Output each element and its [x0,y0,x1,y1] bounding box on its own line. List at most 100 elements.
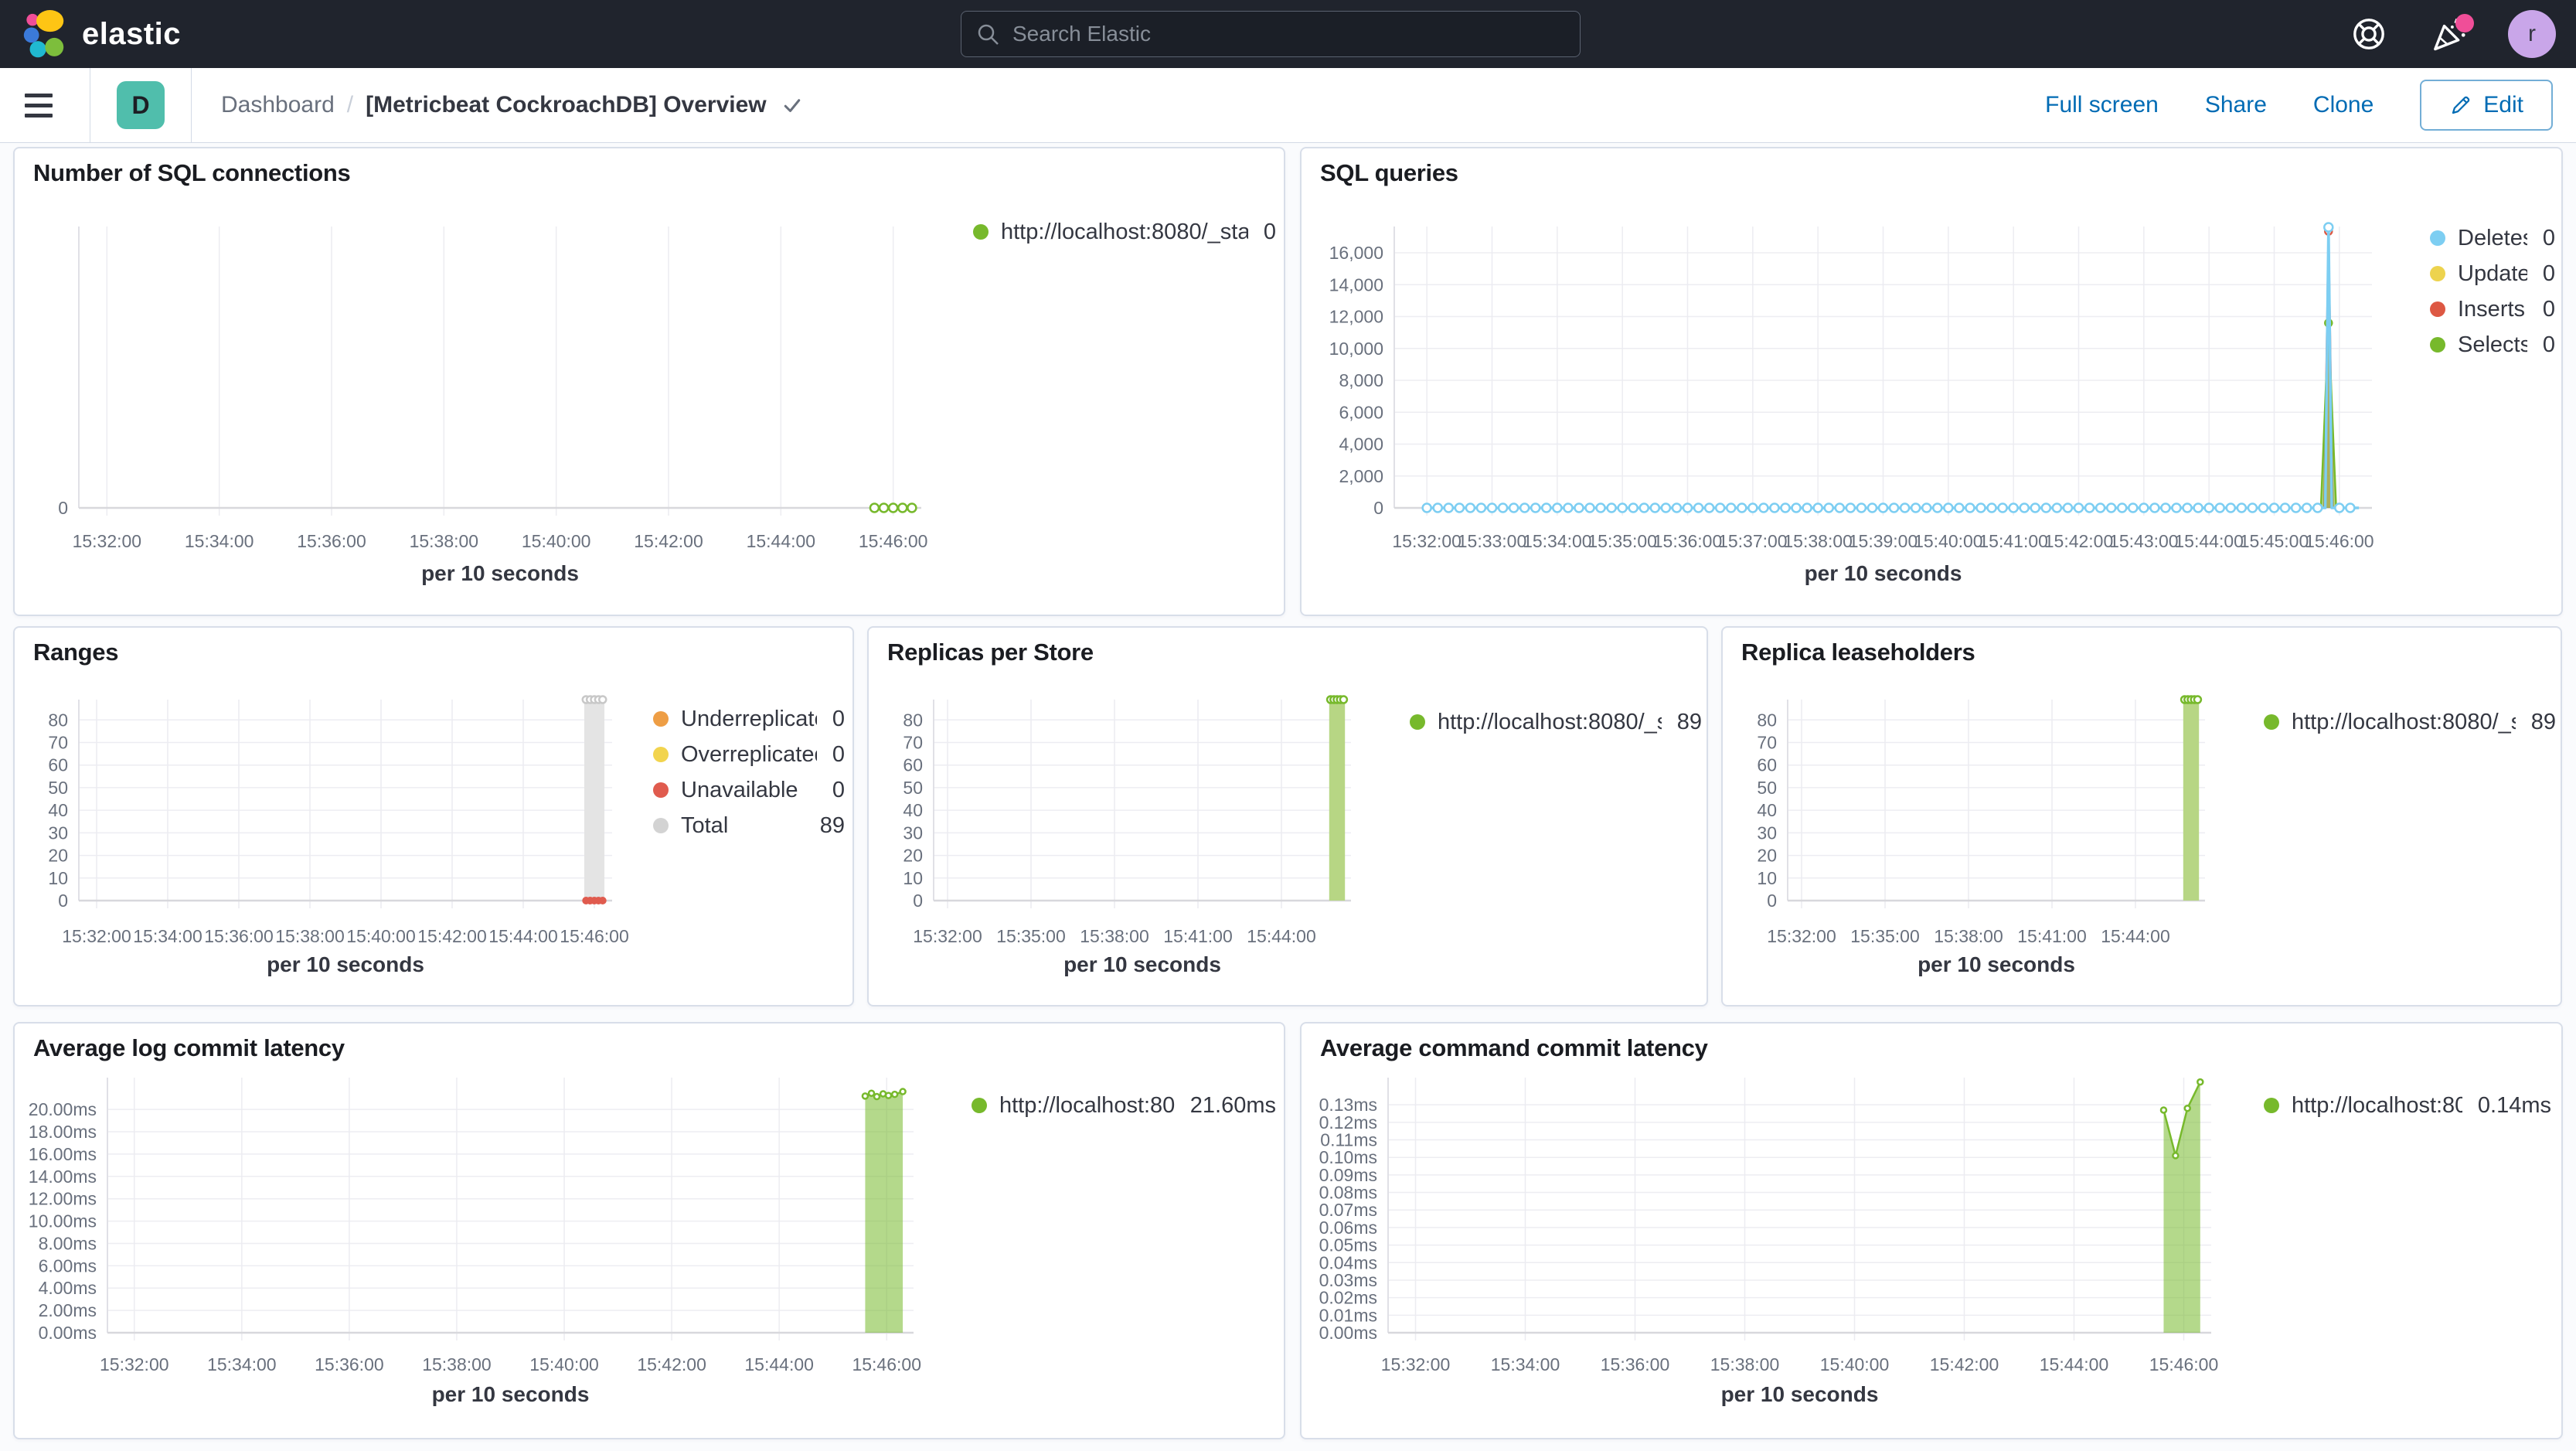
title-check-icon[interactable] [781,94,804,117]
svg-text:15:44:00: 15:44:00 [2040,1354,2109,1374]
legend-item[interactable]: Overreplicated 0 [653,742,845,767]
legend-label: Inserts [2458,296,2526,322]
legend-item[interactable]: Total 89 [653,813,845,838]
panel-average-log-commit-latency: 0.00ms 2.00ms 4.00ms 6.00ms 8.00ms 10.00ms 12.… [13,1022,1285,1439]
share-button[interactable]: Share [2204,92,2267,118]
breadcrumb-separator: / [346,92,354,118]
legend-label: Unavailable [681,777,798,802]
topbar-actions: r [2347,0,2556,68]
legend-item[interactable]: Deletes 0 [2430,226,2555,250]
legend-value: 0.14ms [2477,1092,2551,1118]
svg-text:0.09ms: 0.09ms [1319,1165,1377,1185]
svg-text:0: 0 [58,498,68,518]
legend-label: Overreplicated [681,741,817,767]
panel-number-of-sql-connections: 0 15:32:00 15:34:00 15:36:00 15:38:00 15:40:0… [13,147,1285,616]
svg-text:70: 70 [1757,733,1777,753]
legend-item[interactable]: Selects 0 [2430,332,2555,357]
svg-text:15:46:00: 15:46:00 [852,1354,921,1374]
svg-text:40: 40 [903,800,923,820]
legend-label: http://localhost:8080/_stat... [1001,219,1248,244]
svg-text:0.04ms: 0.04ms [1319,1252,1377,1272]
svg-text:15:32:00: 15:32:00 [913,926,982,946]
panel-sql-queries: 0 2,000 4,000 6,000 8,000 10,000 12,000 14,000 1… [1300,147,2563,616]
space-avatar[interactable]: D [117,81,165,129]
svg-text:20: 20 [903,846,923,866]
user-avatar[interactable]: r [2508,10,2556,58]
legend-dot [653,711,669,727]
number-of-sql-connections-chart: 015:32:00 15:34:00 15:36:00 15:38:00 15:40:0… [58,227,928,551]
legend-value: 0 [2542,261,2555,286]
legend-item[interactable]: Updates 0 [2430,261,2555,286]
full-screen-button[interactable]: Full screen [2045,92,2159,118]
menu-button[interactable] [25,83,68,127]
svg-text:15:39:00: 15:39:00 [1849,531,1918,551]
legend-item[interactable]: Inserts 0 [2430,297,2555,322]
chart-legend: http://localhost:8080/_stat... 0 [973,220,1276,244]
legend-label: Selects [2458,332,2527,357]
average-command-commit-latency-chart: 0.00ms0.01ms0.02ms0.03ms0.04ms0.05ms0.06… [1319,1078,2219,1374]
svg-text:0.01ms: 0.01ms [1319,1305,1377,1325]
svg-text:15:46:00: 15:46:00 [2149,1354,2219,1374]
svg-text:15:46:00: 15:46:00 [2305,531,2374,551]
svg-text:0: 0 [58,891,68,911]
svg-text:50: 50 [48,778,68,798]
help-button[interactable] [2347,12,2391,56]
svg-text:15:43:00: 15:43:00 [2109,531,2179,551]
svg-text:15:46:00: 15:46:00 [859,531,928,551]
elastic-logo[interactable]: elastic [0,10,181,58]
panel-average-command-commit-latency: 0.00ms 0.01ms 0.02ms 0.03ms 0.04ms 0.05ms 0.06… [1300,1022,2563,1439]
svg-text:10: 10 [48,868,68,888]
legend-label: Deletes [2458,225,2527,250]
svg-text:15:36:00: 15:36:00 [315,1354,384,1374]
svg-text:15:36:00: 15:36:00 [1653,531,1723,551]
news-feed-button[interactable] [2428,12,2474,56]
legend-label: http://localhost:8080/_sta... [1438,709,1662,734]
svg-text:15:44:00: 15:44:00 [2101,926,2170,946]
legend-dot [653,782,669,798]
breadcrumb: Dashboard / [Metricbeat CockroachDB] Ove… [221,92,804,118]
legend-value: 0 [832,706,845,731]
svg-text:0: 0 [1767,891,1777,911]
legend-item[interactable]: http://localhost:8080/_sta... 89 [1410,710,1702,734]
svg-text:0: 0 [1373,498,1383,518]
svg-text:15:42:00: 15:42:00 [634,531,703,551]
svg-text:10,000: 10,000 [1329,339,1383,359]
edit-button[interactable]: Edit [2420,80,2553,131]
chart-legend: http://localhost:808... 21.60ms [972,1093,1276,1118]
chart-legend: Underreplicated 0 Overreplicated 0 Unava… [653,707,845,838]
svg-text:70: 70 [48,733,68,753]
svg-text:15:35:00: 15:35:00 [996,926,1066,946]
legend-item[interactable]: http://localhost:8080/_stat... 0 [973,220,1276,244]
panel-ranges: 0 10 20 30 40 50 60 70 80 15:32:00 15:34:00 15:36:0… [13,626,854,1007]
svg-text:60: 60 [48,755,68,775]
svg-text:15:32:00: 15:32:00 [100,1354,169,1374]
svg-text:15:38:00: 15:38:00 [410,531,479,551]
svg-text:0.07ms: 0.07ms [1319,1200,1377,1220]
x-axis-title: per 10 seconds [421,561,579,585]
svg-text:80: 80 [1757,710,1777,730]
svg-text:15:46:00: 15:46:00 [560,926,629,946]
svg-text:15:34:00: 15:34:00 [185,531,254,551]
legend-item[interactable]: http://localhost:808... 21.60ms [972,1093,1276,1118]
svg-text:15:42:00: 15:42:00 [417,926,487,946]
svg-text:40: 40 [1757,800,1777,820]
svg-text:15:32:00: 15:32:00 [1392,531,1462,551]
divider [191,67,192,143]
svg-text:15:34:00: 15:34:00 [1491,1354,1560,1374]
legend-item[interactable]: http://localhost:8080/_sta... 89 [2264,710,2556,734]
avatar-letter: r [2528,21,2536,46]
svg-text:60: 60 [1757,755,1777,775]
legend-item[interactable]: http://localhost:8080... 0.14ms [2264,1093,2551,1118]
legend-value: 0 [832,777,845,802]
legend-value: 89 [819,812,845,838]
breadcrumb-dashboard-link[interactable]: Dashboard [221,92,335,118]
legend-item[interactable]: Underreplicated 0 [653,707,845,731]
svg-text:4.00ms: 4.00ms [39,1278,97,1298]
svg-text:15:41:00: 15:41:00 [2017,926,2087,946]
clone-button[interactable]: Clone [2312,92,2374,118]
svg-text:15:33:00: 15:33:00 [1458,531,1527,551]
panel-replicas-per-store: 0 10 20 30 40 50 60 70 80 15:32:00 15:35:00 15:38:0… [867,626,1708,1007]
search-input[interactable] [961,11,1581,57]
legend-item[interactable]: Unavailable 0 [653,778,845,802]
